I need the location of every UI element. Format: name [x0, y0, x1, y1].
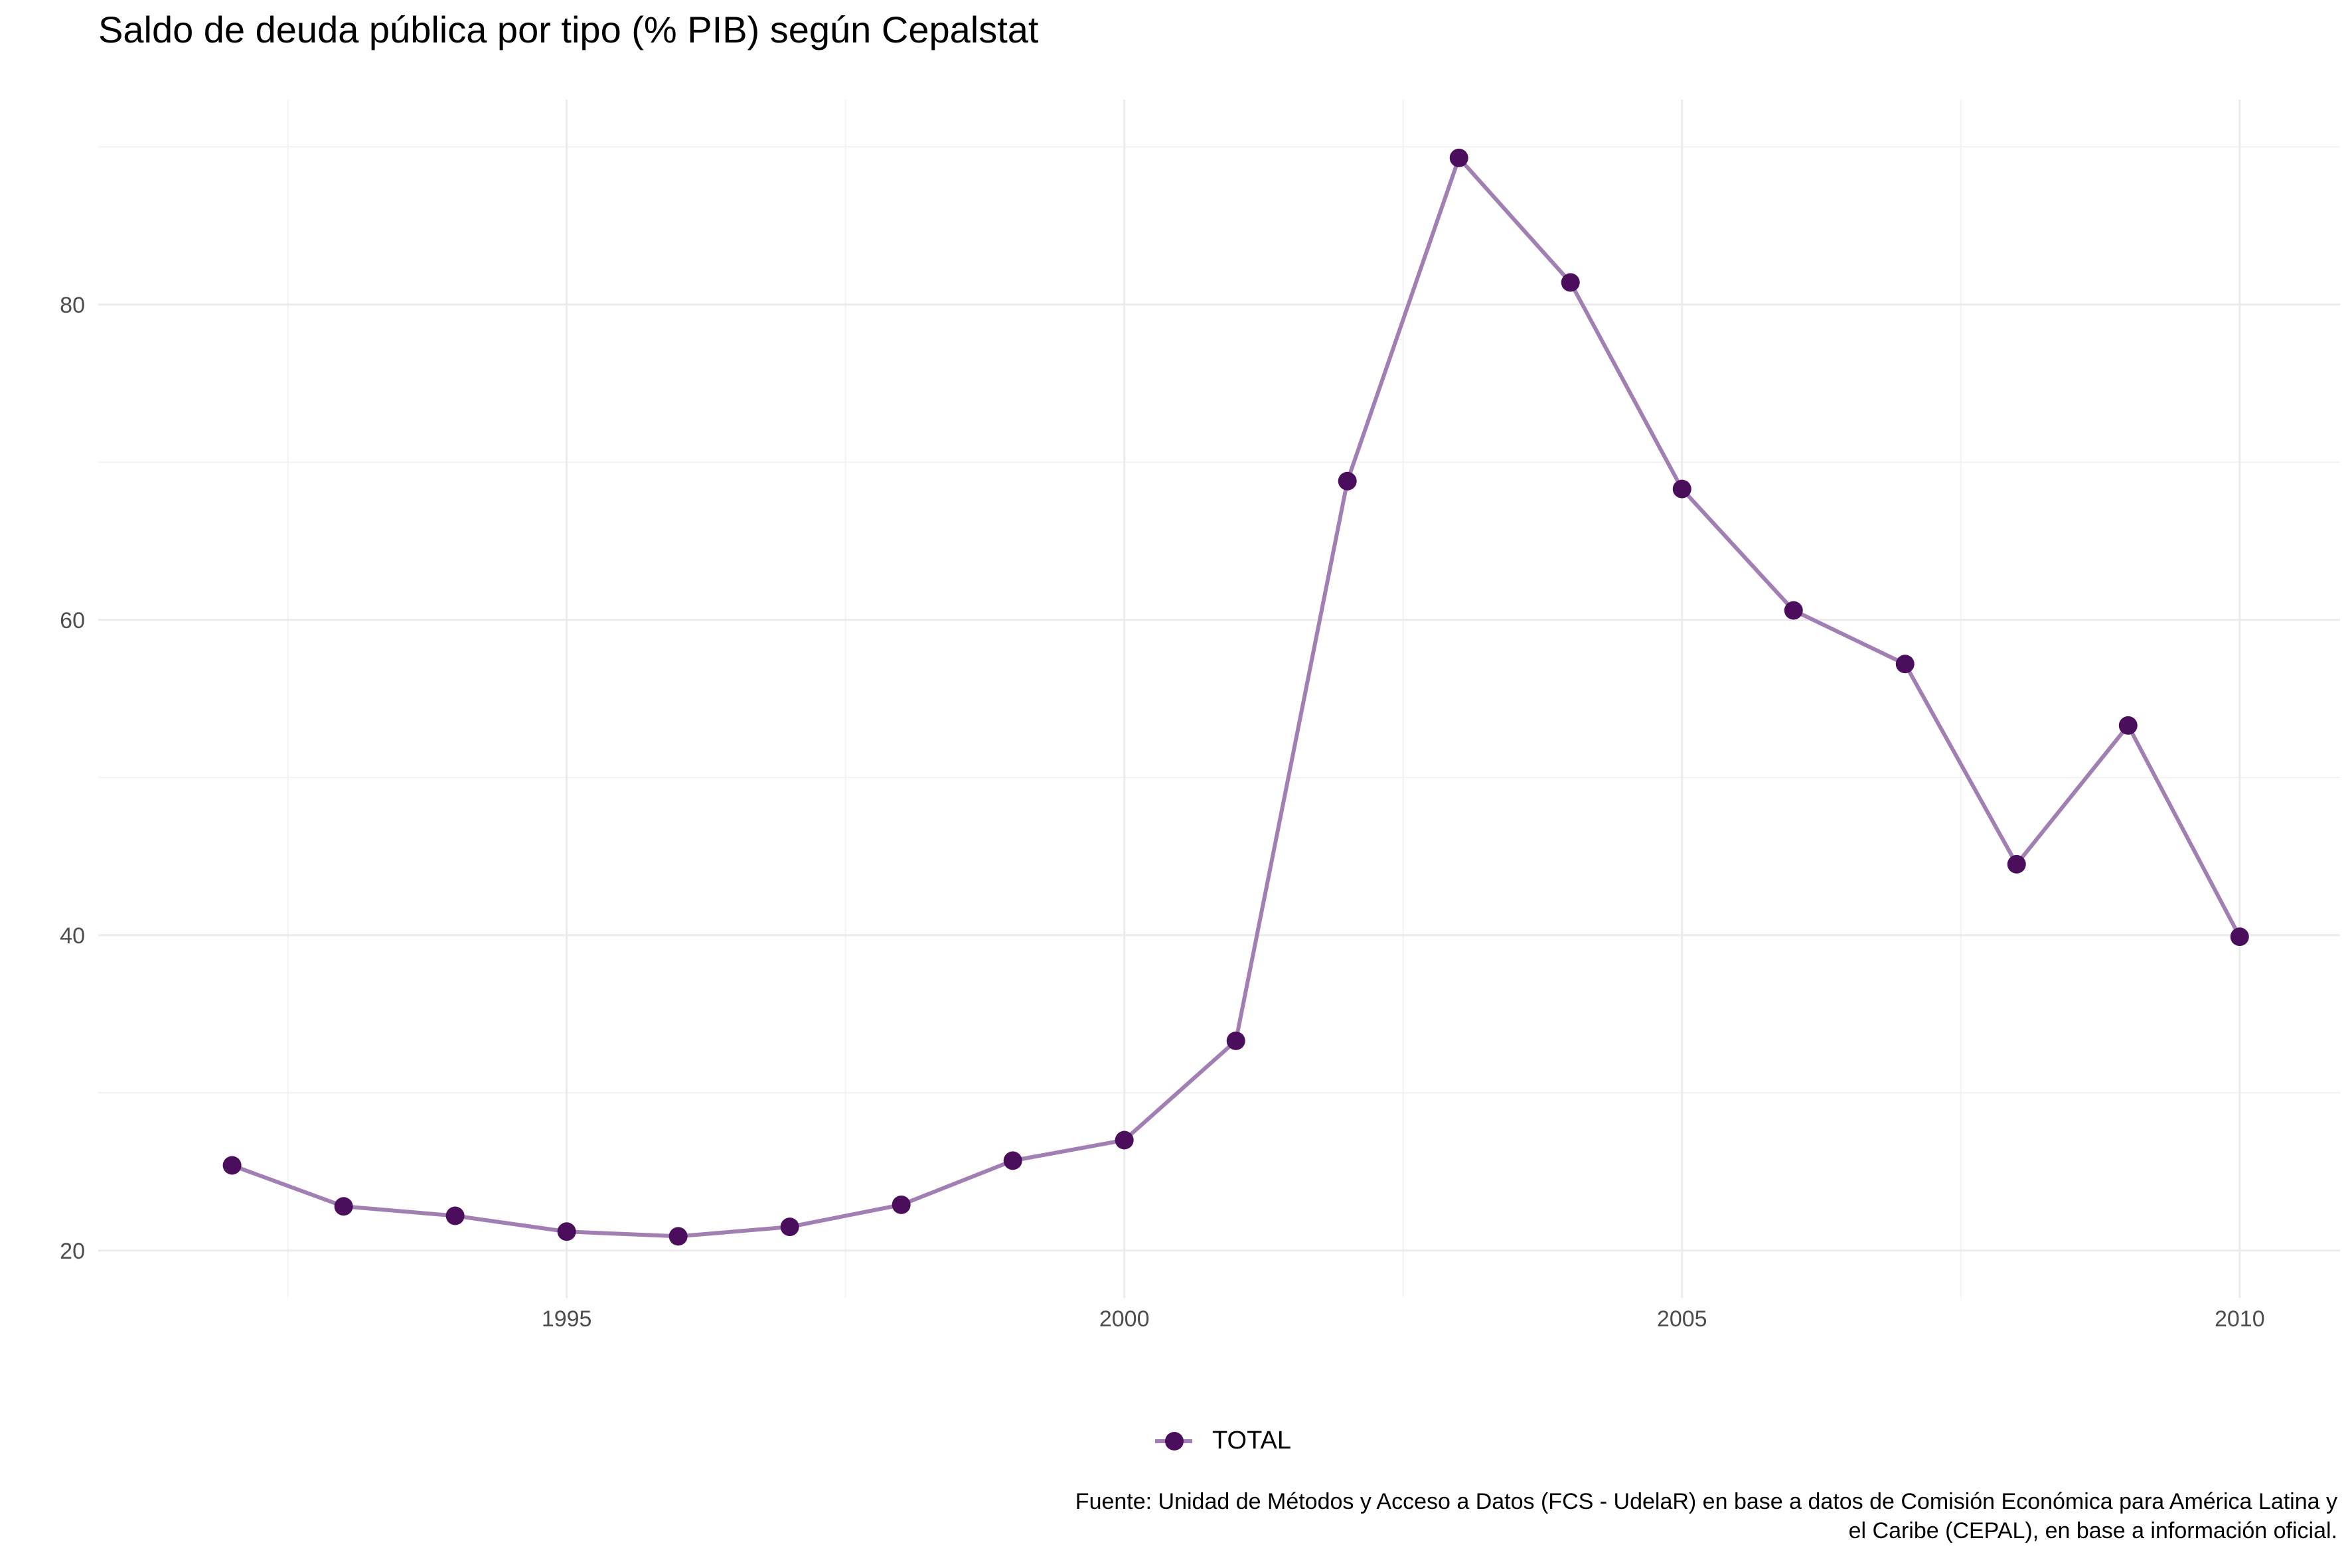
caption-line-1: Fuente: Unidad de Métodos y Acceso a Dat…	[1075, 1489, 2337, 1514]
series-line	[230, 155, 2242, 1239]
data-point	[2007, 854, 2026, 874]
legend-key-total	[1155, 1427, 1192, 1454]
y-tick-label: 20	[60, 1239, 85, 1264]
data-point	[780, 1217, 799, 1237]
x-tick-label: 2010	[2215, 1306, 2265, 1332]
data-point	[2118, 716, 2138, 735]
y-tick-label: 60	[60, 608, 85, 633]
y-tick-label: 80	[60, 293, 85, 318]
data-point	[2230, 927, 2249, 947]
y-axis-tick-labels: 20 40 60 80	[60, 293, 85, 1264]
data-point	[668, 1227, 688, 1246]
data-point	[1672, 479, 1691, 499]
chart-title: Saldo de deuda pública por tipo (% PIB) …	[98, 9, 1039, 50]
data-point	[1449, 148, 1468, 167]
x-tick-label: 2000	[1099, 1306, 1150, 1332]
data-point	[222, 1156, 242, 1175]
caption-line-2: el Caribe (CEPAL), en base a información…	[1848, 1518, 2337, 1543]
legend: TOTAL	[1155, 1421, 1291, 1460]
data-point	[1226, 1031, 1245, 1050]
data-point	[1338, 471, 1357, 491]
legend-label-total: TOTAL	[1212, 1426, 1291, 1454]
data-point	[1784, 601, 1803, 620]
data-points	[222, 148, 2249, 1246]
data-point	[1115, 1131, 1134, 1150]
data-point	[1895, 655, 1915, 674]
data-point	[334, 1197, 353, 1216]
data-point	[1561, 273, 1580, 292]
x-tick-label: 2005	[1657, 1306, 1707, 1332]
x-axis-tick-labels: 1995 2000 2005 2010	[542, 1306, 2265, 1332]
data-point	[445, 1206, 465, 1225]
x-tick-label: 1995	[542, 1306, 592, 1332]
minor-gridlines	[98, 100, 2340, 1298]
data-point	[892, 1195, 911, 1214]
series-lines	[230, 155, 2242, 1239]
major-gridlines	[98, 100, 2340, 1298]
source-caption: Fuente: Unidad de Métodos y Acceso a Dat…	[1075, 1487, 2337, 1545]
data-point	[1003, 1151, 1022, 1170]
y-tick-label: 40	[60, 923, 85, 949]
data-point	[557, 1222, 576, 1241]
